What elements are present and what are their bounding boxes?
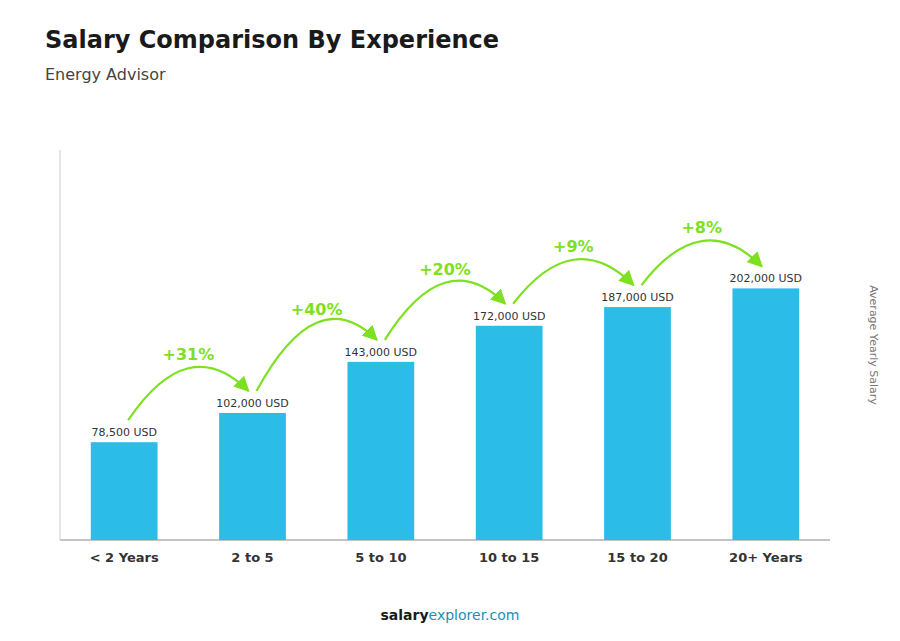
footer-bold: salary — [381, 607, 429, 623]
pct-arrow — [128, 367, 248, 420]
bar — [604, 307, 671, 540]
value-label: 102,000 USD — [216, 397, 289, 410]
pct-label: +40% — [291, 300, 343, 319]
bar — [347, 362, 414, 540]
y-label: Average Yearly Salary — [867, 285, 880, 405]
x-axis-line — [60, 540, 830, 541]
value-label: 187,000 USD — [601, 291, 674, 304]
pct-label: +8% — [681, 218, 722, 237]
bar — [91, 442, 158, 540]
y-axis-line — [60, 150, 61, 540]
value-label: 202,000 USD — [730, 272, 803, 285]
x-tick-label: 15 to 20 — [607, 550, 667, 565]
footer-normal: explorer.com — [429, 607, 520, 623]
x-tick-label: 2 to 5 — [231, 550, 273, 565]
value-label: 143,000 USD — [345, 346, 418, 359]
x-tick-label: < 2 Years — [90, 550, 159, 565]
bar — [732, 288, 799, 540]
x-tick-label: 10 to 15 — [479, 550, 539, 565]
pct-arrow — [642, 240, 762, 285]
title: Salary Comparison By Experience — [45, 26, 499, 54]
bar — [476, 326, 543, 540]
pct-arrow — [385, 281, 505, 340]
pct-label: +31% — [162, 345, 214, 364]
pct-label: +9% — [553, 237, 594, 256]
pct-arrow — [257, 319, 377, 391]
value-label: 172,000 USD — [473, 310, 546, 323]
pct-arcs — [128, 240, 762, 420]
bar — [219, 413, 286, 540]
subtitle: Energy Advisor — [45, 65, 166, 84]
x-tick-label: 20+ Years — [729, 550, 803, 565]
footer: salaryexplorer.com — [381, 607, 520, 623]
x-tick-label: 5 to 10 — [355, 550, 406, 565]
value-label: 78,500 USD — [91, 426, 157, 439]
bars — [91, 288, 799, 540]
chart-svg: Salary Comparison By Experience Energy Ad… — [0, 0, 900, 641]
pct-label: +20% — [419, 260, 471, 279]
pct-arrow — [513, 259, 633, 304]
chart-container: Salary Comparison By Experience Energy Ad… — [0, 0, 900, 641]
